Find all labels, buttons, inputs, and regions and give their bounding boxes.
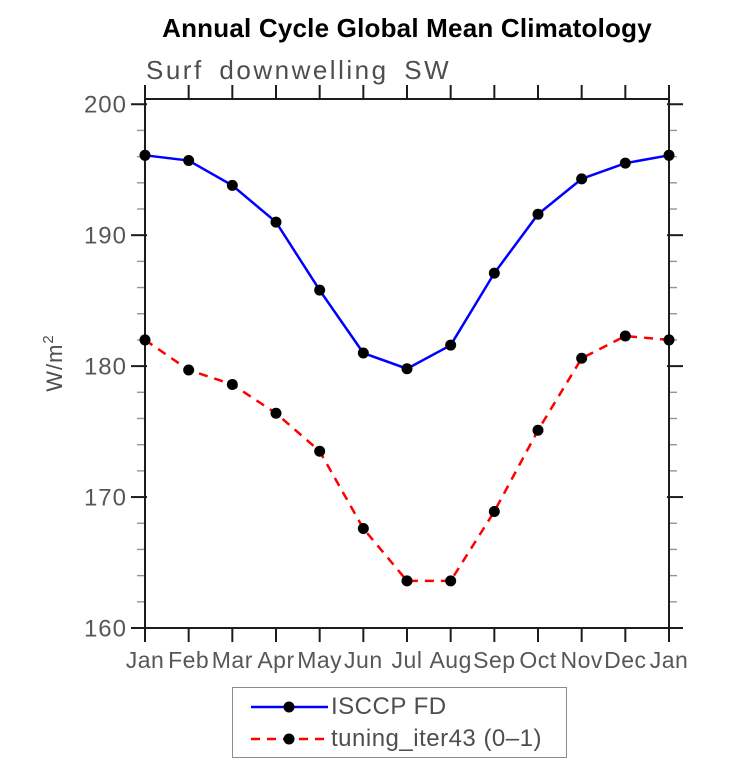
- x-tick-label: Jan: [650, 647, 689, 673]
- legend-item-tuning-iter43: tuning_iter43 (0–1): [249, 724, 566, 754]
- x-tick-label: Feb: [168, 647, 209, 673]
- y-tick-label: 170: [84, 485, 127, 512]
- y-tick-label: 190: [84, 223, 127, 250]
- legend-marker-icon: [283, 701, 295, 712]
- series-markers-0: [139, 149, 675, 375]
- y-minor-ticks: [137, 129, 677, 603]
- y-tick-labels: 160 170 180 190 200: [84, 92, 127, 643]
- plot-frame: [144, 98, 670, 629]
- x-tick-labels: Jan Feb Mar Apr May Jun Jul Aug Sep Oct Nov Dec Jan: [126, 647, 689, 673]
- x-tick-label: Mar: [212, 647, 253, 673]
- x-tick-label: Jul: [392, 647, 423, 673]
- legend: ISCCP FD tuning_iter43 (0–1): [232, 687, 567, 758]
- series-markers-1: [139, 330, 675, 587]
- chart-subtitle: Surf downwelling SW: [146, 55, 452, 85]
- x-tick-label: Jun: [344, 647, 383, 673]
- x-ticks: [144, 85, 670, 642]
- x-tick-label: Oct: [519, 647, 556, 673]
- x-tick-label: Sep: [473, 647, 515, 673]
- x-tick-label: Nov: [560, 647, 602, 673]
- y-axis-label: W/m2: [40, 334, 67, 392]
- chart-title: Annual Cycle Global Mean Climatology: [162, 13, 652, 43]
- x-tick-label: May: [297, 647, 342, 673]
- x-tick-label: Dec: [604, 647, 646, 673]
- x-tick-label: Jan: [126, 647, 165, 673]
- legend-item-isccp-fd: ISCCP FD: [249, 692, 566, 722]
- x-tick-label: Apr: [257, 647, 294, 673]
- y-tick-label: 160: [84, 616, 127, 643]
- series-line-0: [144, 154, 670, 371]
- x-tick-label: Aug: [429, 647, 471, 673]
- legend-label: ISCCP FD: [331, 692, 447, 720]
- legend-line-sample-dashed: [251, 733, 328, 744]
- y-tick-label: 200: [84, 92, 127, 119]
- legend-label: tuning_iter43 (0–1): [331, 724, 542, 752]
- y-tick-label: 180: [84, 354, 127, 381]
- legend-line-sample-solid: [251, 701, 328, 712]
- legend-marker-icon: [283, 733, 295, 744]
